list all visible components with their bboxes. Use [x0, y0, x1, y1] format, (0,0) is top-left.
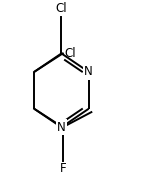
Text: N: N	[57, 121, 66, 134]
Text: N: N	[84, 65, 93, 78]
Text: Cl: Cl	[64, 47, 76, 60]
Text: F: F	[59, 163, 66, 176]
Text: Cl: Cl	[56, 2, 67, 15]
